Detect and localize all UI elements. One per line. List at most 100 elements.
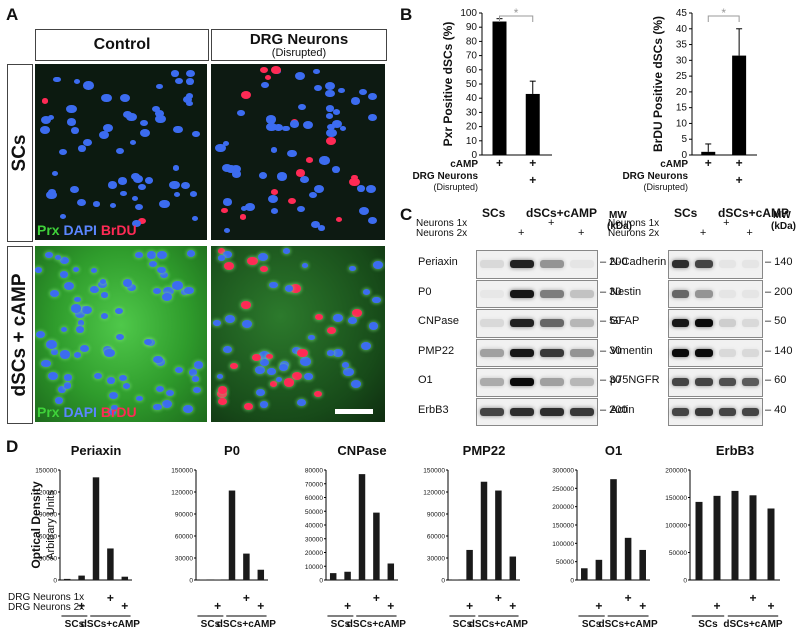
chart-title: Periaxin [71, 443, 122, 458]
dapi-nucleus [59, 270, 69, 278]
blot-band [510, 260, 534, 269]
bar [509, 556, 517, 580]
row-header-dscs-label: dSCs + cAMP [9, 273, 30, 397]
dapi-nucleus [101, 93, 112, 102]
dapi-nucleus [66, 104, 77, 114]
dapi-nucleus [325, 105, 334, 112]
y-tick-label: 150000 [35, 468, 57, 475]
y-tick-label: 20000 [305, 550, 323, 557]
condition-camp-label: cAMP [450, 159, 478, 170]
plus-sign: + [746, 227, 753, 239]
panel-letter-c: C [400, 205, 413, 224]
chart-title: CNPase [337, 443, 386, 458]
dapi-nucleus [76, 198, 86, 206]
column-header-drg-label: DRG Neurons [249, 31, 349, 48]
dapi-nucleus [119, 94, 131, 103]
dapi-nucleus [368, 322, 378, 330]
mw-marker: – 40 [765, 403, 787, 416]
blot-band [741, 260, 759, 269]
y-tick-label: 0 [189, 578, 193, 585]
dapi-nucleus [83, 81, 94, 90]
brdu-nucleus [241, 301, 251, 309]
dapi-nucleus [116, 334, 124, 340]
dapi-nucleus [223, 227, 231, 234]
blot-band [672, 260, 690, 269]
neurons-1x-label: Neurons 1x [608, 218, 660, 229]
bar [63, 578, 71, 580]
dapi-nucleus [314, 85, 322, 92]
y-axis-label: Pxr Positive dSCs (%) [441, 22, 455, 147]
bar [92, 477, 100, 580]
blot-band [741, 348, 759, 357]
bar [624, 537, 632, 580]
mw-marker: – 200 [600, 256, 628, 269]
dapi-nucleus [325, 89, 335, 98]
dapi-nucleus [245, 203, 255, 212]
plus-sign: + [344, 599, 351, 613]
dapi-nucleus [153, 287, 161, 294]
blot-band [741, 407, 759, 416]
protein-label: ErbB3 [418, 403, 449, 416]
dapi-nucleus [120, 190, 127, 197]
brdu-nucleus [244, 403, 253, 411]
plus-sign: + [78, 599, 85, 613]
dapi-nucleus [131, 196, 139, 202]
dapi-nucleus [45, 190, 57, 200]
dapi-nucleus [192, 376, 199, 382]
dapi-nucleus [301, 262, 309, 268]
bar [373, 512, 380, 580]
plus-sign: + [509, 599, 516, 613]
y-tick-label: 50000 [556, 559, 574, 566]
group-label-scs: SCs [453, 619, 473, 630]
dapi-nucleus [363, 289, 371, 295]
dapi-nucleus [296, 398, 307, 407]
y-tick-label: 60000 [427, 534, 445, 541]
dapi-nucleus [79, 345, 89, 353]
mw-marker: – 30 [600, 374, 622, 387]
brdu-nucleus [266, 353, 273, 360]
row-header-dscs: dSCs + cAMP [7, 246, 33, 424]
condition-camp-label: cAMP [660, 159, 688, 170]
brdu-nucleus [270, 188, 279, 196]
plus-sign: + [625, 591, 632, 605]
dapi-nucleus [365, 184, 377, 194]
plus-sign: + [214, 599, 221, 613]
bar [451, 579, 459, 580]
plus-sign: + [548, 217, 555, 229]
blot-band [672, 348, 690, 357]
dapi-nucleus [93, 372, 102, 380]
drg-2x-label: DRG Neurons 2x [8, 602, 84, 613]
plus-sign: + [713, 599, 720, 613]
row-header-scs: SCs [7, 64, 33, 242]
dapi-nucleus [173, 126, 183, 134]
blot-strip [476, 309, 598, 338]
blot-band [718, 289, 736, 298]
dapi-nucleus [181, 182, 191, 190]
dapi-nucleus [99, 130, 110, 139]
bar [695, 501, 703, 580]
y-tick-label: 60000 [175, 534, 193, 541]
dapi-nucleus [126, 112, 137, 122]
dapi-nucleus [157, 266, 166, 274]
dapi-nucleus [159, 199, 170, 208]
dapi-nucleus [367, 93, 377, 101]
mw-marker: – 60 [765, 374, 787, 387]
legend-prx: Prx [37, 404, 60, 420]
y-tick-label: 40 [466, 93, 478, 104]
brdu-nucleus [284, 378, 295, 387]
dapi-nucleus [222, 140, 230, 146]
chart-title: O1 [605, 443, 622, 458]
legend-dapi: DAPI [63, 222, 97, 238]
dapi-nucleus [161, 293, 172, 301]
dapi-nucleus [156, 385, 165, 392]
chart-title: ErbB3 [716, 443, 754, 458]
y-tick-label: 50000 [305, 509, 323, 516]
dapi-nucleus [259, 172, 268, 179]
blot-band [540, 319, 564, 328]
blot-band [480, 260, 504, 269]
y-tick-label: 0 [441, 578, 445, 585]
bar [107, 548, 114, 580]
dapi-nucleus [240, 206, 247, 212]
dapi-nucleus [339, 125, 346, 131]
